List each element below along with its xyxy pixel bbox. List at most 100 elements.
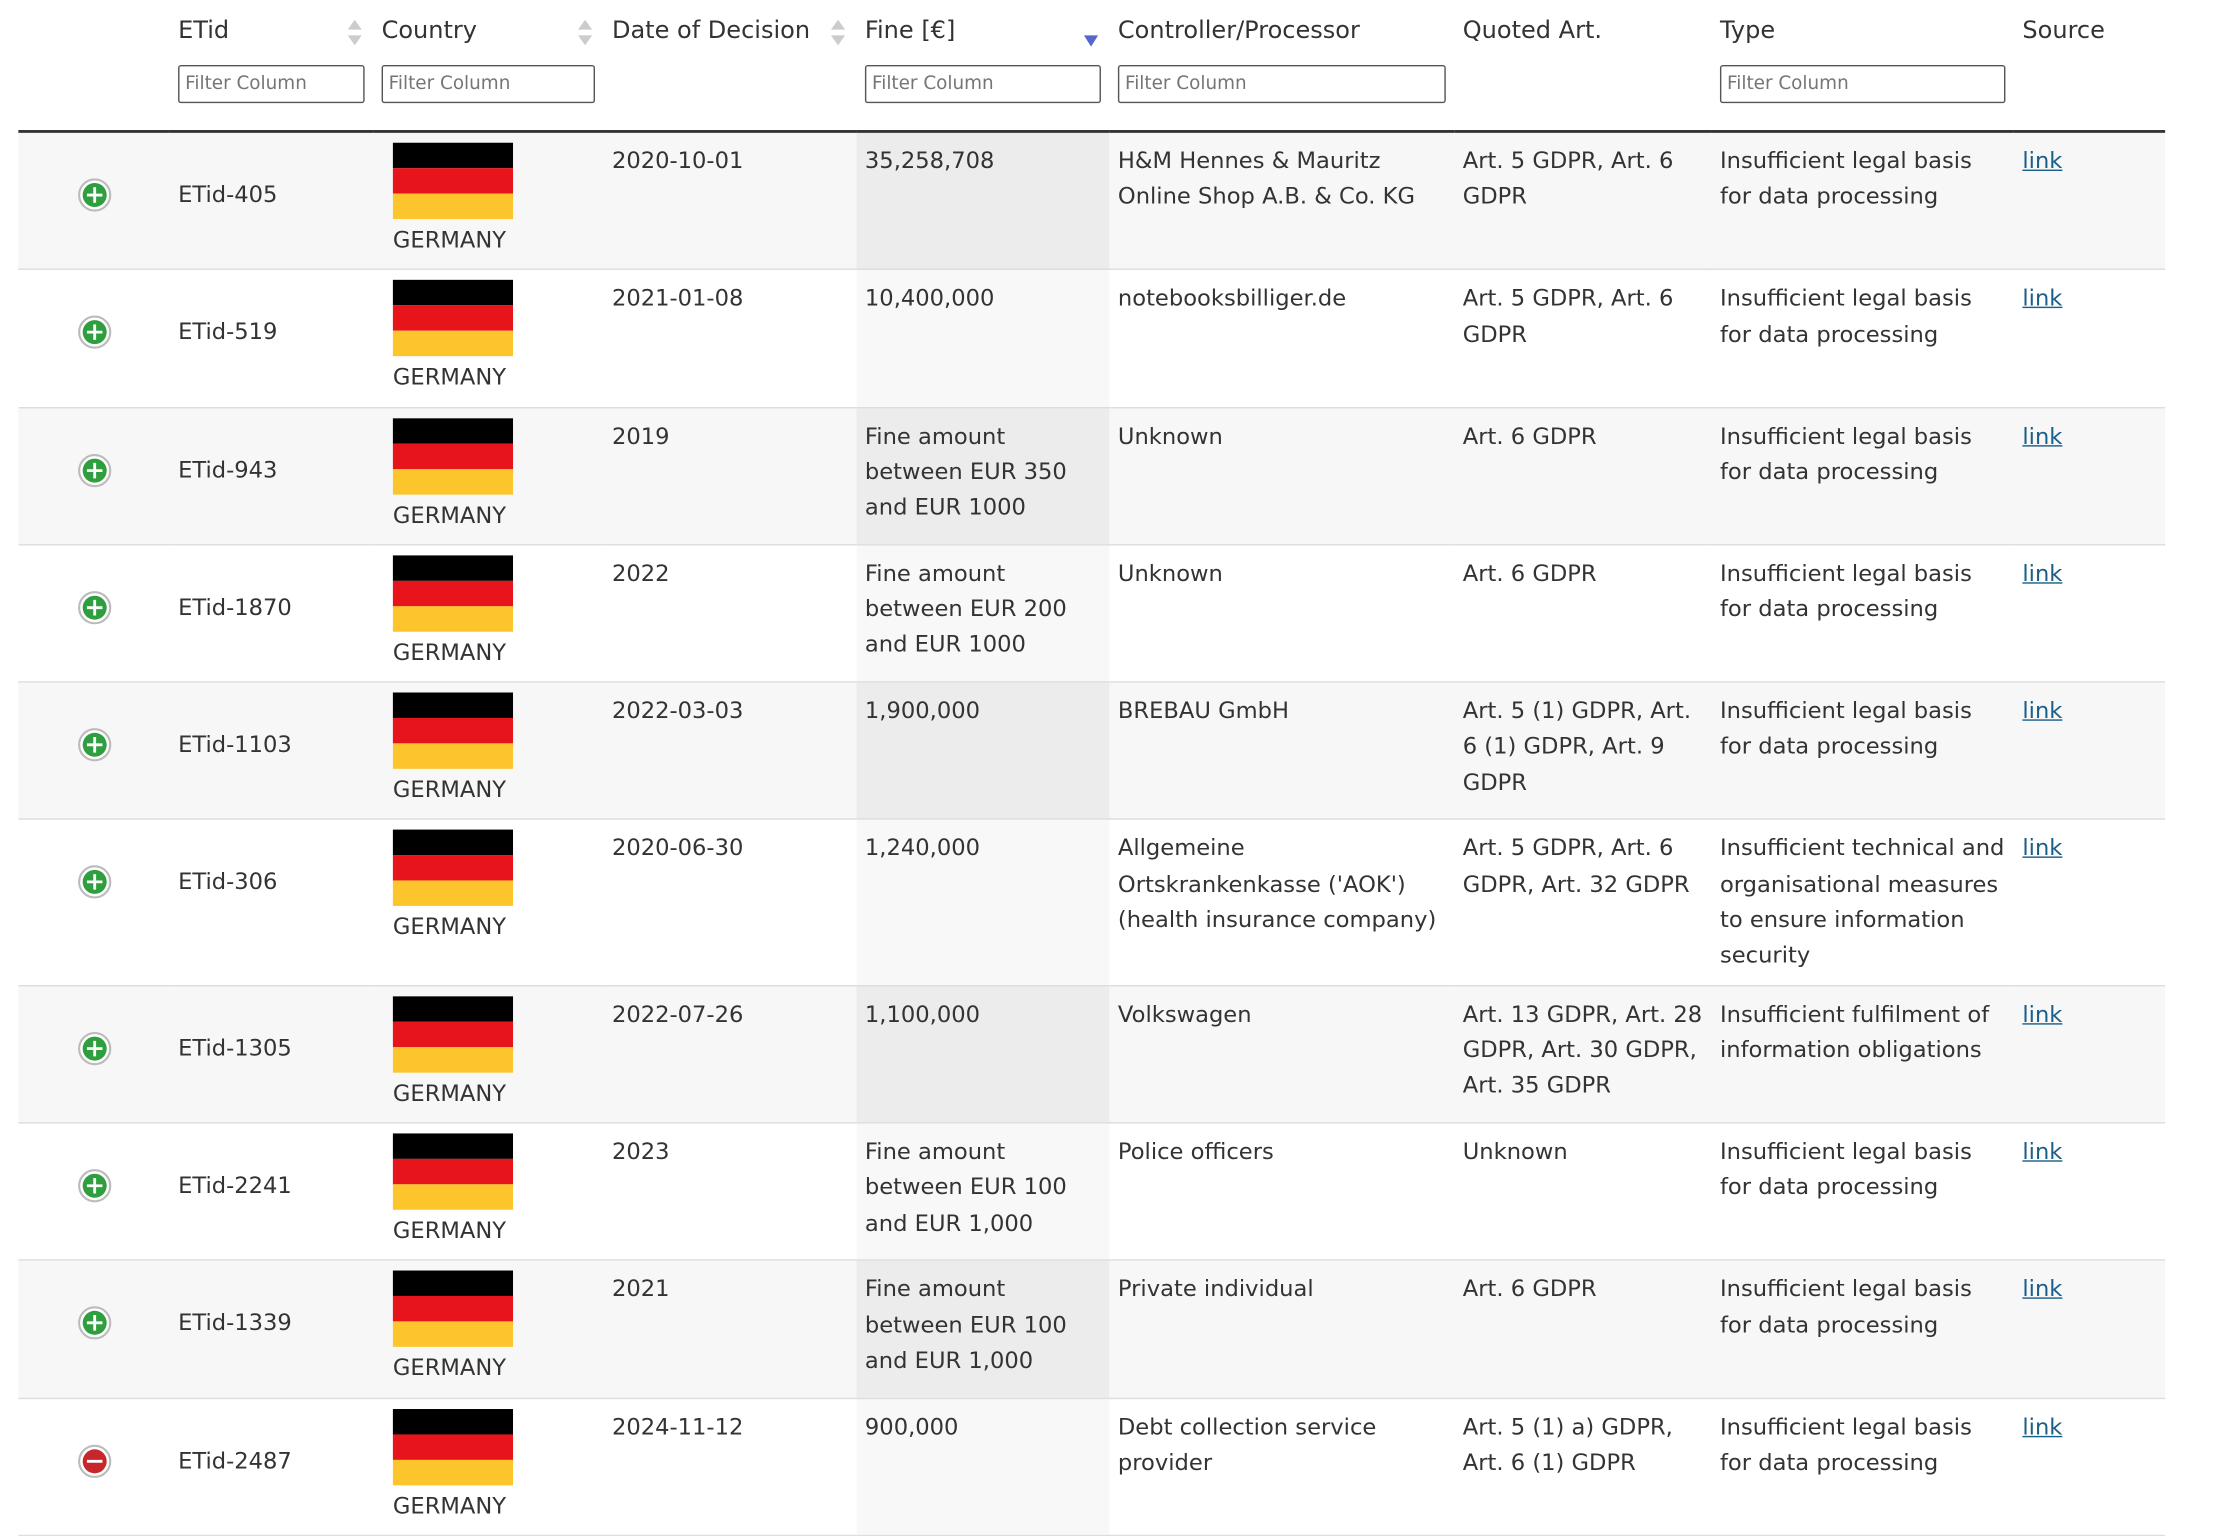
table-body: ETid-405 GERMANY 2020-10-01 35,258,708 H&M H…	[18, 131, 2166, 1536]
column-header[interactable]: Source	[2013, 0, 2166, 133]
column-header[interactable]: ETid	[169, 0, 374, 133]
etid: ETid-1339	[169, 1260, 374, 1399]
violation-type: Insufficient legal basis for data proces…	[1711, 682, 2014, 821]
source-link[interactable]: link	[2022, 1412, 2063, 1440]
fine: Fine amount between EUR 350 and EUR 1000	[856, 407, 1110, 546]
source-link[interactable]: link	[2022, 559, 2063, 587]
expand-cell	[18, 269, 170, 408]
source-link[interactable]: link	[2022, 697, 2063, 724]
filter-input[interactable]	[381, 65, 595, 104]
filter-input[interactable]	[178, 65, 365, 104]
etid: ETid-405	[169, 131, 374, 271]
quoted-articles: Art. 5 (1) a) GDPR, Art. 6 (1) GDPR	[1454, 1397, 1712, 1536]
expand-toggle[interactable]	[77, 1031, 111, 1065]
expand-cell	[18, 407, 170, 546]
source-cell: link	[2013, 1122, 2166, 1262]
source-link[interactable]: link	[2022, 421, 2063, 449]
fine: Fine amount between EUR 100 and EUR 1,00…	[856, 1122, 1110, 1262]
fine: 1,900,000	[856, 682, 1110, 821]
expand-toggle[interactable]	[77, 1169, 111, 1203]
expand-cell	[18, 682, 170, 821]
fines-table: ETid Country Date of Decision Fine [€] Contr…	[18, 0, 2166, 1536]
expand-toggle[interactable]	[77, 728, 111, 762]
country-name: GERMANY	[392, 1491, 507, 1519]
violation-type: Insufficient legal basis for data proces…	[1711, 544, 2014, 683]
source-cell: link	[2013, 1397, 2166, 1536]
column-label[interactable]: Quoted Art.	[1462, 16, 1603, 46]
date: 2022-07-26	[603, 985, 857, 1124]
expand-toggle[interactable]	[77, 865, 111, 900]
country-cell: GERMANY	[373, 985, 604, 1124]
country-cell: GERMANY	[373, 407, 604, 546]
quoted-articles: Art. 5 (1) GDPR, Art. 6 (1) GDPR, Art. 9…	[1454, 682, 1712, 821]
etid: ETid-1870	[169, 544, 374, 683]
table-row: ETid-2487 GERMANY 2024-11-12 900,000 Debt co…	[18, 1397, 2166, 1536]
fine: Fine amount between EUR 100 and EUR 1,00…	[856, 1260, 1110, 1399]
column-header[interactable]: Controller/Processor	[1109, 0, 1455, 133]
column-label[interactable]: Type	[1719, 16, 1776, 46]
source-link[interactable]: link	[2022, 1000, 2063, 1027]
country-cell: GERMANY	[373, 1397, 604, 1536]
sort-icon[interactable]	[831, 17, 846, 48]
column-header[interactable]: Date of Decision	[603, 0, 857, 133]
fine: 1,100,000	[856, 985, 1110, 1124]
date: 2022	[603, 544, 857, 683]
fine: 900,000	[856, 1397, 1110, 1536]
source-link[interactable]: link	[2022, 146, 2063, 174]
expand-toggle[interactable]	[77, 178, 111, 212]
expand-toggle[interactable]	[77, 315, 111, 350]
quoted-articles: Art. 5 GDPR, Art. 6 GDPR, Art. 32 GDPR	[1454, 819, 1712, 986]
sort-icon[interactable]	[1083, 17, 1099, 48]
source-link[interactable]: link	[2022, 834, 2063, 862]
table-row: ETid-1870 GERMANY 2022 Fine amount between …	[18, 544, 2166, 683]
column-header[interactable]: Type	[1711, 0, 2014, 133]
country-name: GERMANY	[392, 776, 507, 804]
source-link[interactable]: link	[2022, 284, 2063, 312]
column-header[interactable]: Quoted Art.	[1454, 0, 1712, 133]
column-label[interactable]: Date of Decision	[611, 16, 811, 46]
source-link[interactable]: link	[2022, 1137, 2063, 1165]
source-cell: link	[2013, 682, 2166, 821]
etid: ETid-1103	[169, 682, 374, 821]
source-cell: link	[2013, 819, 2166, 986]
column-label[interactable]: Country	[381, 16, 478, 46]
violation-type: Insufficient legal basis for data proces…	[1711, 269, 2014, 408]
flag	[392, 280, 514, 357]
column-label[interactable]: Controller/Processor	[1117, 16, 1360, 46]
expand-cell	[18, 1397, 170, 1536]
source-link[interactable]: link	[2022, 1275, 2063, 1302]
column-label[interactable]: Source	[2022, 16, 2105, 46]
etid: ETid-519	[169, 269, 374, 408]
date: 2021	[603, 1260, 857, 1399]
table-row: ETid-943 GERMANY 2019 Fine amount between E…	[18, 407, 2166, 546]
date: 2020-06-30	[603, 819, 857, 986]
source-cell: link	[2013, 269, 2166, 408]
column-header[interactable]: Fine [€]	[856, 0, 1110, 133]
quoted-articles: Art. 6 GDPR	[1454, 544, 1712, 683]
fine: 35,258,708	[856, 131, 1110, 271]
filter-input[interactable]	[864, 65, 1101, 104]
expand-toggle[interactable]	[77, 590, 111, 625]
expand-toggle[interactable]	[77, 1444, 111, 1478]
fine: 1,240,000	[856, 819, 1110, 986]
table-row: ETid-1339 GERMANY 2021 Fine amount between …	[18, 1260, 2166, 1399]
country-name: GERMANY	[392, 363, 507, 391]
table-header: ETid Country Date of Decision Fine [€] Contr…	[18, 0, 2166, 133]
column-header[interactable]: Country	[373, 0, 604, 133]
sort-icon[interactable]	[347, 17, 362, 48]
controller: Police officers	[1109, 1122, 1455, 1262]
country-name: GERMANY	[392, 913, 507, 941]
expand-toggle[interactable]	[77, 453, 111, 487]
quoted-articles: Art. 5 GDPR, Art. 6 GDPR	[1454, 131, 1712, 271]
controller: Unknown	[1109, 407, 1455, 546]
column-label[interactable]: ETid	[178, 16, 230, 46]
expand-toggle[interactable]	[77, 1306, 111, 1340]
filter-input[interactable]	[1117, 65, 1446, 104]
table-row: ETid-2241 GERMANY 2023 Fine amount between …	[18, 1122, 2166, 1262]
quoted-articles: Art. 6 GDPR	[1454, 407, 1712, 546]
filter-input[interactable]	[1719, 65, 2006, 104]
sort-icon[interactable]	[578, 17, 593, 48]
country-name: GERMANY	[392, 1354, 507, 1382]
page: ETid Country Date of Decision Fine [€] Contr…	[18, 0, 2166, 1536]
column-label[interactable]: Fine [€]	[864, 16, 956, 46]
